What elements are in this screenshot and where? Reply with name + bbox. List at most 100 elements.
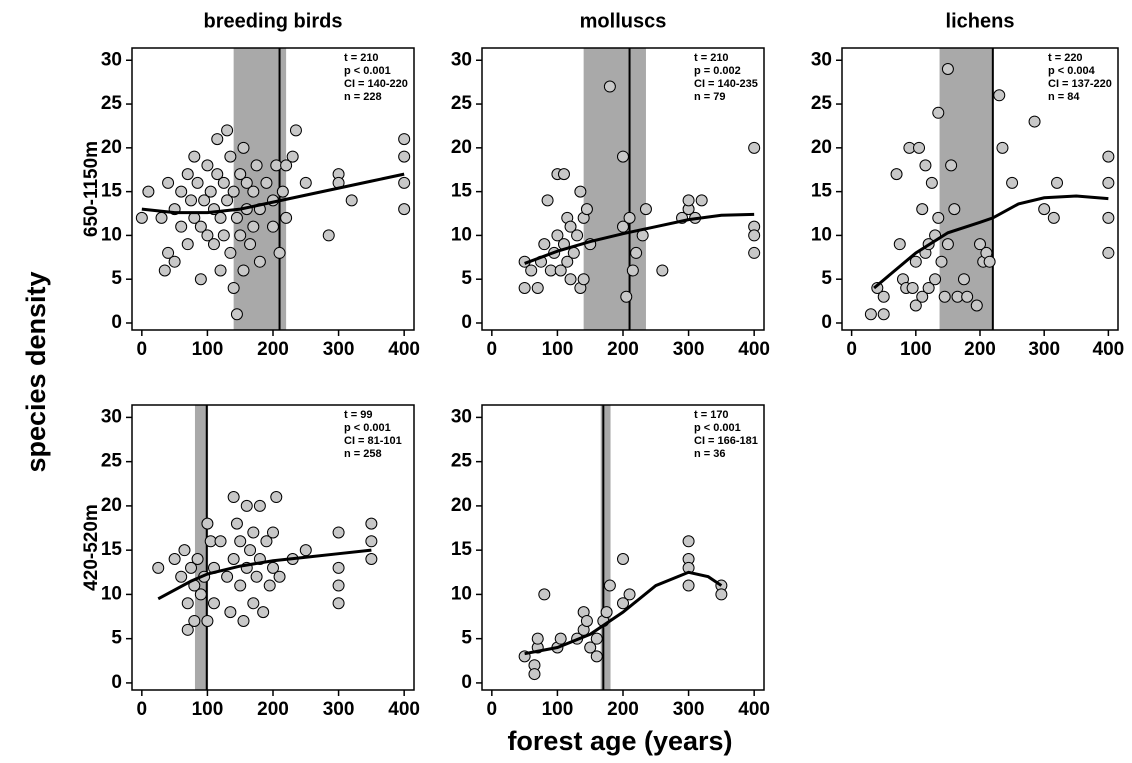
point	[142, 185, 155, 198]
annotation: t = 210	[694, 52, 729, 64]
y-tick-label: 5	[461, 628, 472, 649]
point	[1038, 203, 1051, 216]
x-tick-label: 300	[673, 339, 705, 360]
x-tick-label: 0	[137, 339, 148, 360]
point	[214, 535, 227, 548]
annotation: p < 0.004	[1048, 65, 1096, 77]
point	[247, 185, 260, 198]
ci-band	[583, 48, 646, 330]
point	[626, 264, 639, 277]
annotation: n = 36	[694, 448, 726, 460]
point	[554, 264, 567, 277]
point	[365, 517, 378, 530]
point	[332, 526, 345, 539]
point	[715, 588, 728, 601]
point	[580, 203, 593, 216]
point	[938, 290, 951, 303]
y-tick-label: 20	[811, 137, 832, 158]
annotation: t = 220	[1048, 52, 1083, 64]
x-tick-label: 100	[542, 339, 574, 360]
point	[221, 124, 234, 137]
point	[227, 281, 240, 294]
annotation: n = 228	[344, 91, 382, 103]
point	[181, 597, 194, 610]
point	[221, 570, 234, 583]
x-tick-label: 400	[388, 339, 420, 360]
point	[603, 579, 616, 592]
point	[207, 597, 220, 610]
y-tick-label: 5	[111, 268, 122, 289]
point	[639, 203, 652, 216]
point	[996, 141, 1009, 154]
y-tick-label: 15	[101, 539, 123, 560]
y-tick-label: 25	[101, 93, 123, 114]
annotation: p < 0.001	[694, 422, 741, 434]
point	[1028, 115, 1041, 128]
annotation: p = 0.002	[694, 65, 741, 77]
point	[191, 176, 204, 189]
y-tick-label: 10	[451, 224, 472, 245]
point	[162, 246, 175, 259]
point	[564, 220, 577, 233]
point	[748, 246, 761, 259]
point	[299, 544, 312, 557]
y-tick-label: 0	[821, 312, 832, 333]
annotation: CI = 166-181	[694, 435, 758, 447]
point	[260, 176, 273, 189]
point	[941, 238, 954, 251]
point	[541, 194, 554, 207]
point	[168, 553, 181, 566]
y-tick-label: 25	[811, 93, 833, 114]
point	[623, 211, 636, 224]
point	[273, 570, 286, 583]
point	[240, 499, 253, 512]
point	[204, 185, 217, 198]
point	[267, 561, 279, 574]
annotation: t = 99	[344, 409, 372, 421]
point	[916, 290, 929, 303]
y-tick-label: 10	[451, 583, 472, 604]
point	[932, 211, 945, 224]
y-tick-label: 15	[101, 181, 123, 202]
point	[221, 194, 234, 207]
y-tick-label: 30	[451, 49, 472, 70]
point	[194, 588, 207, 601]
point	[289, 124, 302, 137]
point	[974, 238, 986, 251]
y-tick-label: 10	[101, 583, 122, 604]
point	[211, 168, 224, 181]
point	[538, 238, 551, 251]
point	[175, 220, 188, 233]
point	[961, 290, 974, 303]
point	[929, 273, 942, 286]
point	[877, 308, 890, 321]
point	[531, 281, 544, 294]
point	[322, 229, 335, 242]
y-tick-label: 25	[451, 451, 473, 472]
point	[168, 255, 181, 268]
point	[623, 588, 636, 601]
y-tick-label: 20	[101, 495, 122, 516]
y-tick-label: 20	[451, 137, 472, 158]
point	[181, 168, 194, 181]
y-tick-label: 0	[461, 672, 472, 693]
x-tick-label: 400	[738, 339, 770, 360]
point	[1047, 211, 1060, 224]
ci-band	[939, 48, 993, 330]
point	[207, 238, 220, 251]
point	[152, 561, 165, 574]
x-tick-label: 300	[323, 699, 355, 720]
annotation: CI = 137-220	[1048, 78, 1112, 90]
point	[191, 553, 204, 566]
x-tick-label: 400	[1093, 339, 1125, 360]
x-tick-label: 0	[487, 699, 498, 720]
point	[398, 133, 411, 146]
point	[162, 176, 175, 189]
point	[267, 526, 279, 539]
y-tick-label: 10	[811, 224, 832, 245]
ci-band	[600, 405, 611, 690]
point	[345, 194, 358, 207]
point	[181, 238, 194, 251]
